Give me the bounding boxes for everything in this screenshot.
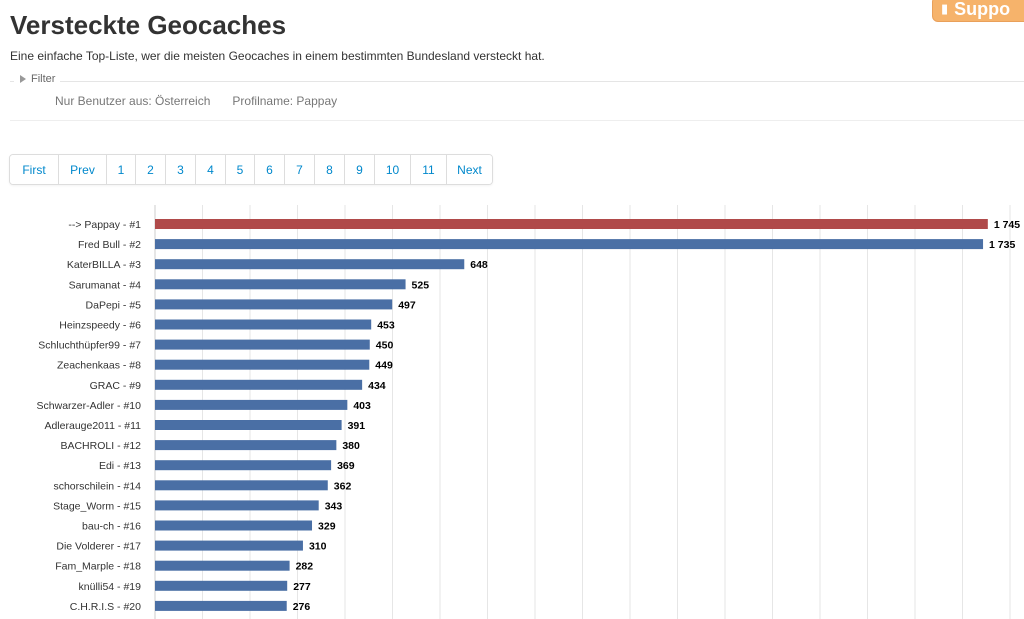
bar[interactable] [155,339,370,350]
category-label[interactable]: Edi - #13 [99,460,141,472]
first-page-button[interactable]: First [10,155,58,184]
filter-divider [10,81,1024,82]
value-label: 449 [375,360,393,372]
value-label: 1 745 [994,219,1020,231]
value-label: 362 [334,480,352,492]
country-filter-value: Nur Benutzer aus: Österreich [55,94,211,108]
page-link-11[interactable]: 11 [410,155,446,184]
category-label[interactable]: Sarumanat - #4 [69,279,142,291]
category-label[interactable]: Fam_Marple - #18 [55,561,141,573]
category-label[interactable]: KaterBILLA - #3 [67,259,141,271]
category-label[interactable]: Heinzspeedy - #6 [59,320,141,332]
pagination: First Prev 1 2 3 4 5 6 7 8 9 10 11 Next [9,154,493,185]
value-label: 329 [318,521,336,533]
profile-filter-value: Profilname: Pappay [232,94,338,108]
bar[interactable] [155,580,288,591]
value-label: 282 [296,561,314,573]
support-label: Suppo [954,0,1011,19]
bar[interactable] [155,279,406,290]
value-label: 648 [470,259,488,271]
filter-legend-label: Filter [31,73,56,85]
section-divider [10,120,1024,121]
bar[interactable] [155,440,337,451]
bar[interactable] [155,460,332,471]
page-link-8[interactable]: 8 [314,155,344,184]
bar[interactable] [155,319,372,330]
value-label: 497 [398,299,416,311]
category-label[interactable]: Schluchthüpfer99 - #7 [38,340,141,352]
value-label: 525 [412,279,430,291]
bar[interactable] [155,520,313,531]
bar[interactable] [155,560,290,571]
bar[interactable] [155,379,363,390]
bar[interactable] [155,480,328,491]
value-label: 343 [325,500,343,512]
category-label[interactable]: Zeachenkaas - #8 [57,360,141,372]
value-label: 1 735 [989,239,1015,251]
category-label[interactable]: Die Volderer - #17 [56,541,141,553]
bar[interactable] [155,219,988,229]
category-label[interactable]: --> Pappay - #1 [68,219,141,231]
page-link-1[interactable]: 1 [106,155,135,184]
value-label: 450 [376,340,394,352]
bar[interactable] [155,259,465,270]
page-link-6[interactable]: 6 [254,155,284,184]
support-button[interactable]: ▮ Suppo [932,0,1024,22]
page-link-9[interactable]: 9 [344,155,374,184]
value-label: 369 [337,460,355,472]
next-page-button[interactable]: Next [446,155,492,184]
category-label[interactable]: schorschilein - #14 [53,480,141,492]
bar[interactable] [155,359,370,370]
value-label: 380 [342,440,360,452]
page-link-4[interactable]: 4 [195,155,225,184]
page-link-5[interactable]: 5 [225,155,254,184]
category-label[interactable]: knülli54 - #19 [79,581,142,593]
bar[interactable] [155,540,303,551]
value-label: 434 [368,380,386,392]
value-label: 310 [309,541,327,553]
category-label[interactable]: Schwarzer-Adler - #10 [37,400,142,412]
bar[interactable] [155,420,342,430]
page-link-3[interactable]: 3 [165,155,195,184]
value-label: 276 [293,601,311,613]
prev-page-button[interactable]: Prev [58,155,106,184]
megaphone-icon: ▮ [941,1,949,16]
page-link-10[interactable]: 10 [374,155,410,184]
value-label: 403 [353,400,371,412]
filter-toggle[interactable]: Filter [14,73,61,85]
category-label[interactable]: Adlerauge2011 - #11 [44,420,141,432]
bar[interactable] [155,399,348,410]
bar[interactable] [155,500,319,511]
category-label[interactable]: DaPepi - #5 [86,299,142,311]
value-label: 277 [293,581,311,593]
category-label[interactable]: GRAC - #9 [90,380,142,392]
category-label[interactable]: C.H.R.I.S - #20 [70,601,141,613]
category-label[interactable]: BACHROLI - #12 [60,440,141,452]
page-link-7[interactable]: 7 [284,155,314,184]
page-subtitle: Eine einfache Top-Liste, wer die meisten… [10,49,545,63]
page-link-2[interactable]: 2 [135,155,165,184]
category-label[interactable]: Fred Bull - #2 [78,239,141,251]
bar[interactable] [155,299,393,310]
category-label[interactable]: Stage_Worm - #15 [53,500,141,512]
bar[interactable] [155,600,287,611]
value-label: 391 [348,420,366,432]
triangle-right-icon [20,75,26,83]
bar-chart: --> Pappay - #1 1 745 Fred Bull - #2 1 735 K… [37,205,1020,619]
filter-values: Nur Benutzer aus: Österreich Profilname:… [55,94,337,108]
page-title: Versteckte Geocaches [10,10,287,40]
category-label[interactable]: bau-ch - #16 [82,521,141,533]
value-label: 453 [377,320,395,332]
bar[interactable] [155,239,984,250]
